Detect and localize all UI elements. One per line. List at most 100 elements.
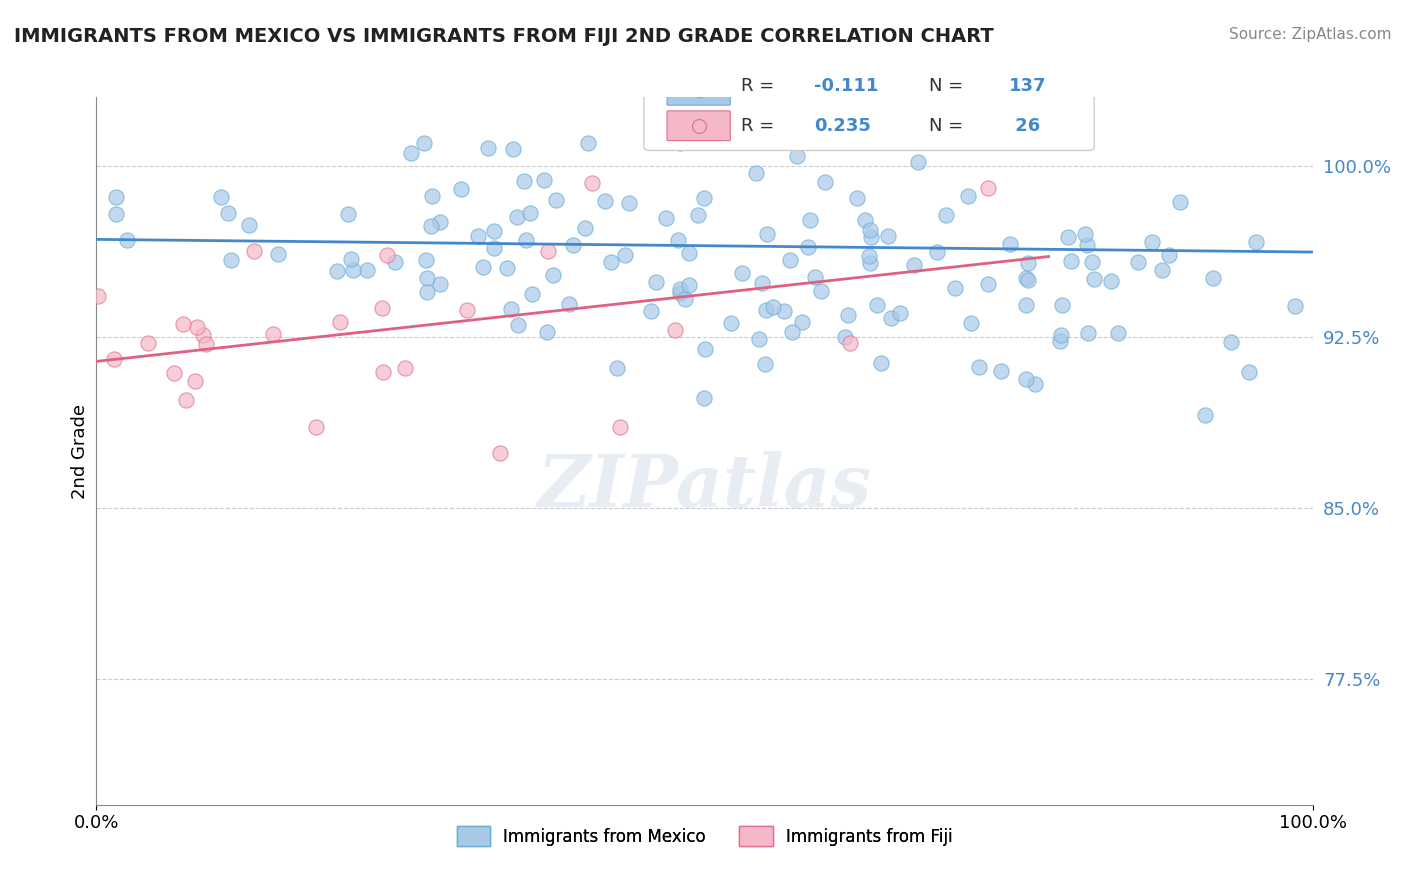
Point [522, 286, 544, 301]
Text: R =: R = [741, 77, 780, 95]
Point [267, 247, 290, 261]
Point [305, 420, 328, 434]
Point [640, 304, 662, 318]
Point [654, 211, 676, 226]
Point [242, 244, 264, 258]
Point [810, 284, 832, 298]
Point [1050, 328, 1073, 343]
Point [543, 268, 565, 282]
Point [593, 194, 616, 208]
Point [609, 420, 631, 434]
Point [1060, 253, 1083, 268]
Point [420, 219, 443, 233]
Point [186, 320, 208, 334]
Point [814, 176, 837, 190]
Point [1140, 235, 1163, 249]
Point [1202, 271, 1225, 285]
Point [990, 364, 1012, 378]
Point [103, 352, 125, 367]
Point [977, 181, 1000, 195]
Point [1017, 256, 1039, 270]
Text: 0.235: 0.235 [814, 117, 872, 135]
Point [780, 325, 803, 339]
Point [797, 240, 820, 254]
Point [755, 303, 778, 318]
Point [558, 297, 581, 311]
Point [371, 301, 394, 315]
Point [209, 190, 232, 204]
Y-axis label: 2nd Grade: 2nd Grade [72, 403, 89, 499]
Point [1083, 271, 1105, 285]
Point [786, 149, 808, 163]
Point [136, 336, 159, 351]
Text: IMMIGRANTS FROM MEXICO VS IMMIGRANTS FROM FIJI 2ND GRADE CORRELATION CHART: IMMIGRANTS FROM MEXICO VS IMMIGRANTS FRO… [14, 27, 994, 45]
Point [669, 285, 692, 300]
Point [998, 237, 1021, 252]
Point [744, 166, 766, 180]
Point [870, 356, 893, 370]
Point [1152, 263, 1174, 277]
Point [339, 252, 361, 266]
Text: ZIPatlas: ZIPatlas [537, 451, 872, 522]
Point [600, 255, 623, 269]
Point [219, 253, 242, 268]
Point [1057, 230, 1080, 244]
Point [779, 252, 801, 267]
Point [762, 300, 785, 314]
Point [967, 359, 990, 374]
Point [415, 252, 437, 267]
Point [484, 223, 506, 237]
Point [477, 141, 499, 155]
Point [853, 212, 876, 227]
Point [838, 336, 860, 351]
Point [678, 246, 700, 260]
Text: 137: 137 [1010, 77, 1046, 95]
Point [467, 228, 489, 243]
Point [619, 195, 641, 210]
Point [792, 315, 814, 329]
Point [935, 208, 957, 222]
Point [499, 302, 522, 317]
Point [1015, 298, 1038, 312]
Point [1126, 254, 1149, 268]
Point [755, 227, 778, 241]
Point [1244, 235, 1267, 249]
Point [375, 247, 398, 261]
Point [87, 289, 110, 303]
Point [194, 337, 217, 351]
Point [1107, 326, 1129, 340]
Point [536, 244, 558, 258]
Point [420, 189, 443, 203]
Point [1080, 255, 1102, 269]
Point [1168, 195, 1191, 210]
Point [1024, 377, 1046, 392]
FancyBboxPatch shape [666, 76, 730, 105]
Point [1077, 326, 1099, 340]
Text: N =: N = [905, 77, 969, 95]
Point [889, 306, 911, 320]
Point [956, 189, 979, 203]
Point [496, 261, 519, 276]
Point [413, 136, 436, 150]
Text: 26: 26 [1010, 117, 1040, 135]
Point [576, 136, 599, 150]
Legend: Immigrants from Mexico, Immigrants from Fiji: Immigrants from Mexico, Immigrants from … [450, 819, 959, 853]
Point [163, 366, 186, 380]
Point [505, 210, 527, 224]
Point [720, 316, 742, 330]
Point [356, 263, 378, 277]
Point [416, 270, 439, 285]
Point [373, 366, 395, 380]
Point [1074, 227, 1097, 241]
Point [519, 206, 541, 220]
Point [673, 293, 696, 307]
Point [613, 248, 636, 262]
Point [562, 237, 585, 252]
Point [262, 326, 284, 341]
Point [688, 208, 710, 222]
Point [1219, 334, 1241, 349]
Point [877, 229, 900, 244]
Point [172, 317, 194, 331]
Point [1076, 238, 1098, 252]
Point [1049, 334, 1071, 348]
